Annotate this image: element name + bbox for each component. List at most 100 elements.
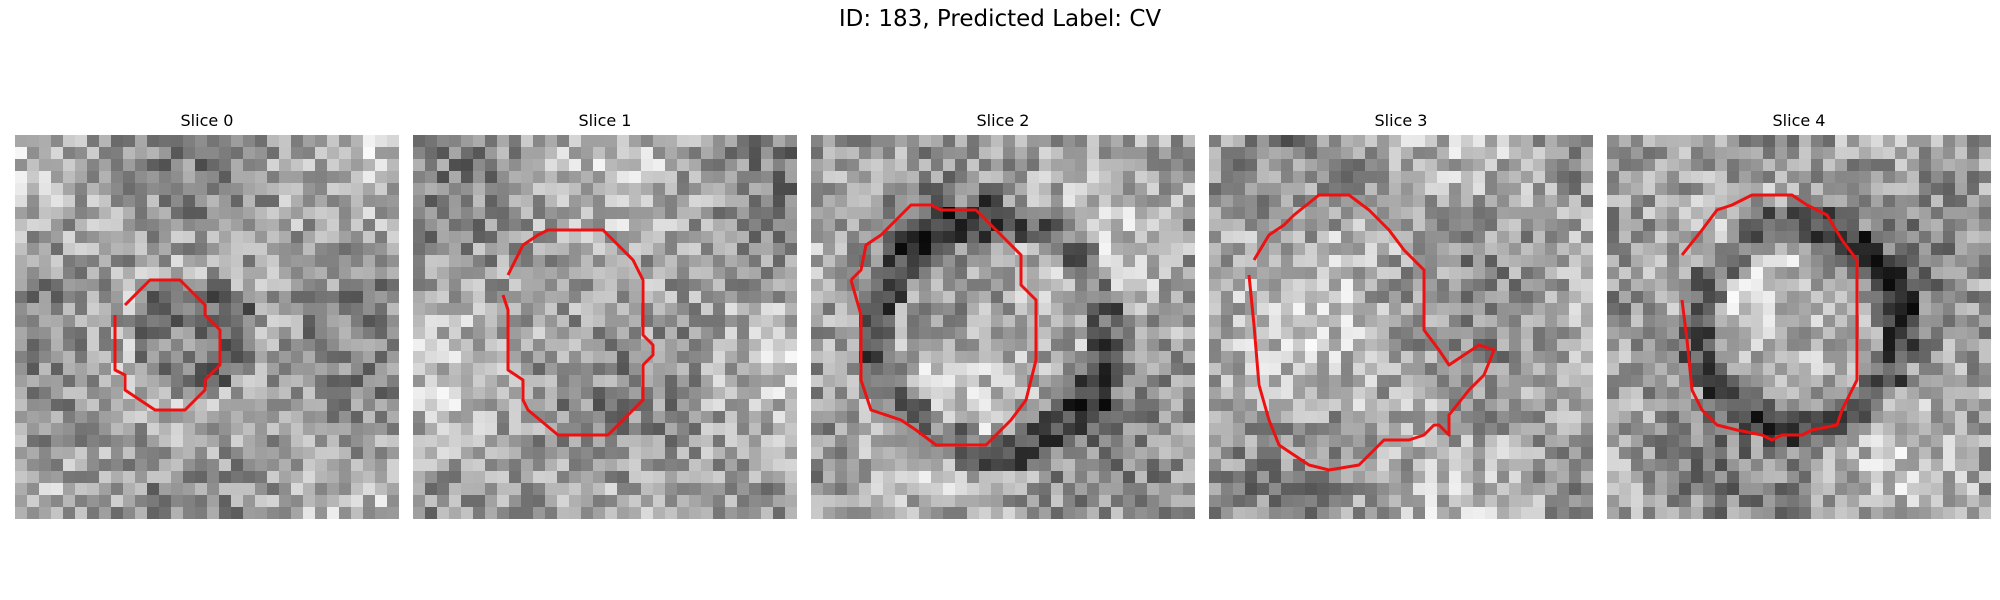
pixel: [461, 195, 474, 208]
pixel: [1039, 231, 1052, 244]
pixel: [1159, 147, 1172, 160]
pixel: [1751, 243, 1764, 256]
pixel: [51, 231, 64, 244]
pixel: [955, 471, 968, 484]
pixel: [1171, 171, 1184, 184]
pixel: [1015, 135, 1028, 148]
pixel: [1147, 159, 1160, 172]
pixel: [1715, 435, 1728, 448]
pixel: [195, 363, 208, 376]
pixel: [231, 411, 244, 424]
pixel: [75, 207, 88, 220]
pixel: [243, 495, 256, 508]
pixel: [1619, 195, 1632, 208]
pixel: [1811, 183, 1824, 196]
pixel: [99, 303, 112, 316]
pixel: [859, 495, 872, 508]
pixel: [195, 159, 208, 172]
pixel: [605, 267, 618, 280]
pixel: [147, 495, 160, 508]
pixel: [1557, 471, 1570, 484]
pixel: [1233, 423, 1246, 436]
pixel: [1449, 423, 1462, 436]
pixel: [1329, 291, 1342, 304]
pixel: [291, 495, 304, 508]
slice-image: [1607, 135, 1991, 519]
pixel: [919, 351, 932, 364]
pixel: [1123, 219, 1136, 232]
pixel: [1087, 183, 1100, 196]
pixel: [1521, 375, 1534, 388]
pixel: [1955, 303, 1968, 316]
pixel: [15, 423, 28, 436]
pixel: [1775, 351, 1788, 364]
pixel: [1715, 291, 1728, 304]
pixel: [1389, 135, 1402, 148]
pixel: [183, 339, 196, 352]
pixel: [75, 483, 88, 496]
pixel: [689, 303, 702, 316]
pixel: [1003, 399, 1016, 412]
pixel: [87, 195, 100, 208]
pixel: [51, 159, 64, 172]
pixel: [677, 135, 690, 148]
pixel: [1425, 363, 1438, 376]
pixel: [15, 483, 28, 496]
pixel: [617, 231, 630, 244]
pixel: [63, 255, 76, 268]
pixel: [413, 375, 426, 388]
pixel: [1847, 195, 1860, 208]
pixel: [773, 135, 786, 148]
pixel: [1039, 327, 1052, 340]
pixel: [387, 339, 399, 352]
pixel: [1967, 279, 1980, 292]
pixel: [533, 447, 546, 460]
pixel: [823, 147, 836, 160]
pixel: [1787, 219, 1800, 232]
pixel: [665, 375, 678, 388]
pixel: [557, 411, 570, 424]
pixel: [1377, 363, 1390, 376]
pixel: [1473, 471, 1486, 484]
pixel: [255, 375, 268, 388]
pixel: [243, 135, 256, 148]
pixel: [1545, 219, 1558, 232]
pixel: [701, 351, 714, 364]
pixel: [267, 423, 280, 436]
pixel: [123, 135, 136, 148]
pixel: [111, 447, 124, 460]
pixel: [1365, 147, 1378, 160]
pixel: [1147, 387, 1160, 400]
pixel: [1847, 231, 1860, 244]
pixel: [147, 459, 160, 472]
pixel: [387, 435, 399, 448]
pixel: [1895, 387, 1908, 400]
pixel: [1063, 459, 1076, 472]
pixel: [1919, 351, 1932, 364]
pixel: [557, 147, 570, 160]
pixel: [15, 507, 28, 519]
pixel: [485, 315, 498, 328]
pixel: [629, 195, 642, 208]
pixel: [593, 435, 606, 448]
pixel: [931, 255, 944, 268]
pixel: [1329, 375, 1342, 388]
pixel: [159, 159, 172, 172]
pixel: [1619, 435, 1632, 448]
pixel: [871, 471, 884, 484]
pixel: [1703, 435, 1716, 448]
pixel: [1907, 411, 1920, 424]
pixel: [1751, 135, 1764, 148]
pixel: [1051, 351, 1064, 364]
pixel: [39, 483, 52, 496]
pixel: [291, 255, 304, 268]
pixel: [1667, 147, 1680, 160]
pixel: [1703, 159, 1716, 172]
pixel: [1147, 351, 1160, 364]
pixel: [1269, 159, 1282, 172]
pixel: [363, 135, 376, 148]
pixel: [955, 507, 968, 519]
pixel: [1425, 435, 1438, 448]
pixel: [557, 267, 570, 280]
pixel: [1365, 339, 1378, 352]
